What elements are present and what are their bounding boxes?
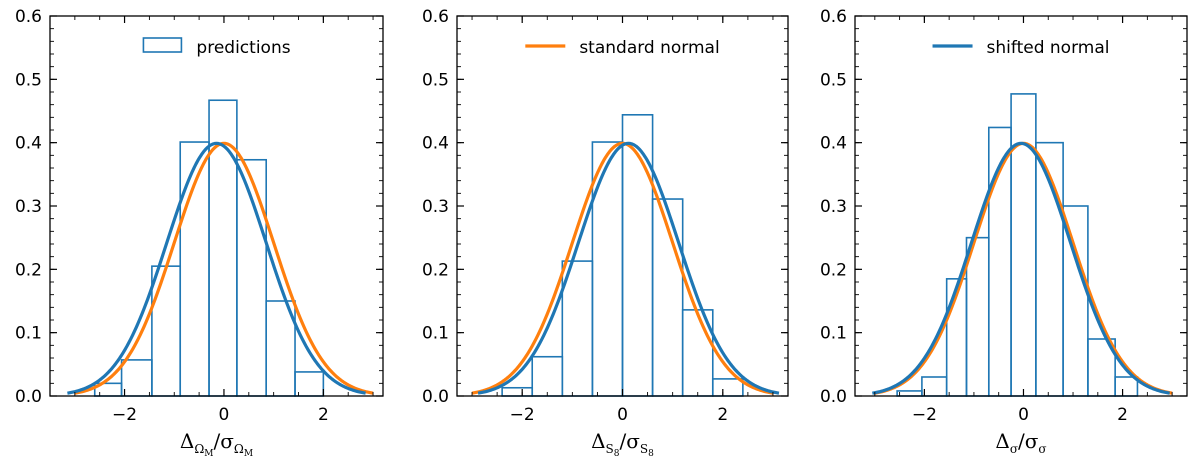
y-tick-label: 0.3 bbox=[820, 197, 847, 217]
legend-label: shifted normal bbox=[987, 38, 1110, 58]
shifted-normal-curve bbox=[67, 141, 366, 395]
x-axis-label: ΔΩM/σΩM bbox=[180, 429, 253, 459]
x-tick-label: 2 bbox=[717, 405, 728, 425]
y-tick-label: 0.1 bbox=[15, 324, 42, 344]
x-tick-label: 0 bbox=[617, 405, 628, 425]
y-tick-label: 0.4 bbox=[422, 134, 449, 154]
legend-label: predictions bbox=[196, 38, 290, 58]
y-tick-label: 0.2 bbox=[820, 260, 847, 280]
x-tick-label: −2 bbox=[510, 405, 535, 425]
y-tick-label: 0.5 bbox=[820, 70, 847, 90]
panel-3: 0.0 0.1 0.2 0.3 0.4 0.5 0.6 −2 0 2 shifted normal Δ… bbox=[820, 7, 1188, 456]
y-tick-label: 0.1 bbox=[422, 324, 449, 344]
x-tick-label: −2 bbox=[112, 405, 137, 425]
y-tick-label: 0.3 bbox=[422, 197, 449, 217]
y-tick-label: 0.0 bbox=[820, 387, 847, 407]
y-tick-label: 0.5 bbox=[15, 70, 42, 90]
x-tick-label: 2 bbox=[318, 405, 329, 425]
plot-area bbox=[50, 16, 383, 396]
x-tick-label: 0 bbox=[1018, 405, 1029, 425]
x-axis-label: ΔS8/σS8 bbox=[591, 429, 654, 459]
y-tick-label: 0.2 bbox=[422, 260, 449, 280]
plot-area bbox=[855, 16, 1187, 396]
y-tick-label: 0.6 bbox=[820, 7, 847, 27]
x-tick-label: 0 bbox=[219, 405, 230, 425]
y-tick-label: 0.1 bbox=[820, 324, 847, 344]
y-tick-label: 0.2 bbox=[15, 260, 42, 280]
y-tick-label: 0.0 bbox=[422, 387, 449, 407]
x-tick-label: −2 bbox=[912, 405, 937, 425]
standard-normal-curve bbox=[471, 141, 774, 395]
y-tick-label: 0.3 bbox=[15, 197, 42, 217]
legend-patch bbox=[142, 37, 183, 53]
y-tick-label: 0.4 bbox=[820, 134, 847, 154]
y-tick-label: 0.6 bbox=[15, 7, 42, 27]
panel-1: 0.0 0.1 0.2 0.3 0.4 0.5 0.6 −2 0 2 predictions ΔΩM/… bbox=[15, 7, 384, 459]
y-tick-label: 0.5 bbox=[422, 70, 449, 90]
y-tick-label: 0.6 bbox=[422, 7, 449, 27]
shifted-normal-curve bbox=[872, 141, 1170, 395]
legend-label: standard normal bbox=[579, 38, 719, 58]
y-tick-label: 0.4 bbox=[15, 134, 42, 154]
panel-2: 0.0 0.1 0.2 0.3 0.4 0.5 0.6 −2 0 2 standard normal… bbox=[422, 7, 789, 459]
x-tick-label: 2 bbox=[1117, 405, 1128, 425]
x-axis-label: Δσ/σσ bbox=[995, 429, 1046, 456]
shifted-normal-curve bbox=[477, 141, 780, 395]
standard-normal-curve bbox=[74, 141, 374, 395]
y-tick-label: 0.0 bbox=[15, 387, 42, 407]
